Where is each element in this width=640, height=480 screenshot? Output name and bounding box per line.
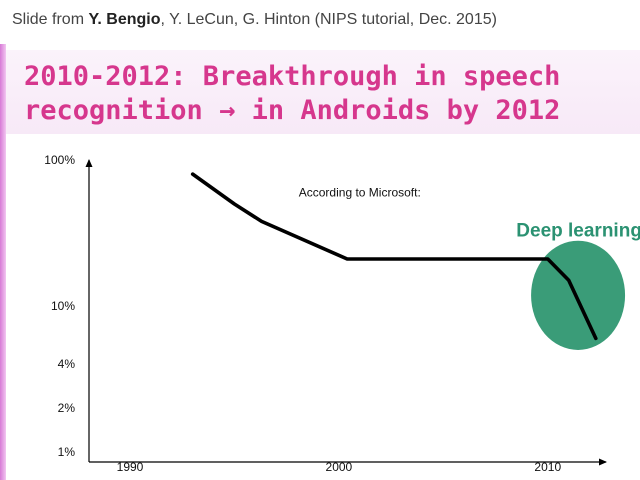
- y-tick-label-2pct: 2%: [58, 401, 76, 415]
- title-band: [6, 50, 640, 134]
- credit-rest: , Y. LeCun, G. Hinton (NIPS tutorial, De…: [160, 11, 497, 28]
- slide-title-line-1: 2010-2012: Breakthrough in speech: [24, 61, 561, 92]
- y-tick-label-4pct: 4%: [58, 357, 76, 371]
- y-tick-label-10pct: 10%: [51, 299, 75, 313]
- slide-credit: Slide from Y. Bengio, Y. LeCun, G. Hinto…: [12, 11, 497, 29]
- y-axis-arrowhead: [85, 159, 93, 167]
- annotation-according-to-microsoft: According to Microsoft:: [299, 185, 421, 199]
- x-axis-arrowhead: [599, 458, 607, 466]
- deep-learning-highlight-ellipse: [531, 240, 626, 350]
- left-accent-band: [0, 44, 6, 480]
- y-tick-label-100pct: 100%: [44, 153, 75, 167]
- series-line-0: [190, 172, 598, 341]
- slide-title: 2010-2012: Breakthrough in speech recogn…: [24, 60, 560, 128]
- slide-title-line-2: recognition → in Androids by 2012: [24, 95, 561, 126]
- credit-author-bold: Y. Bengio: [88, 11, 161, 28]
- x-tick-label-1990: 1990: [117, 460, 144, 474]
- y-tick-label-1pct: 1%: [58, 445, 76, 459]
- credit-prefix: Slide from: [12, 11, 89, 28]
- x-tick-label-2010: 2010: [534, 460, 561, 474]
- annotation-deep-learning: Deep learning: [516, 220, 640, 241]
- x-tick-label-2000: 2000: [326, 460, 353, 474]
